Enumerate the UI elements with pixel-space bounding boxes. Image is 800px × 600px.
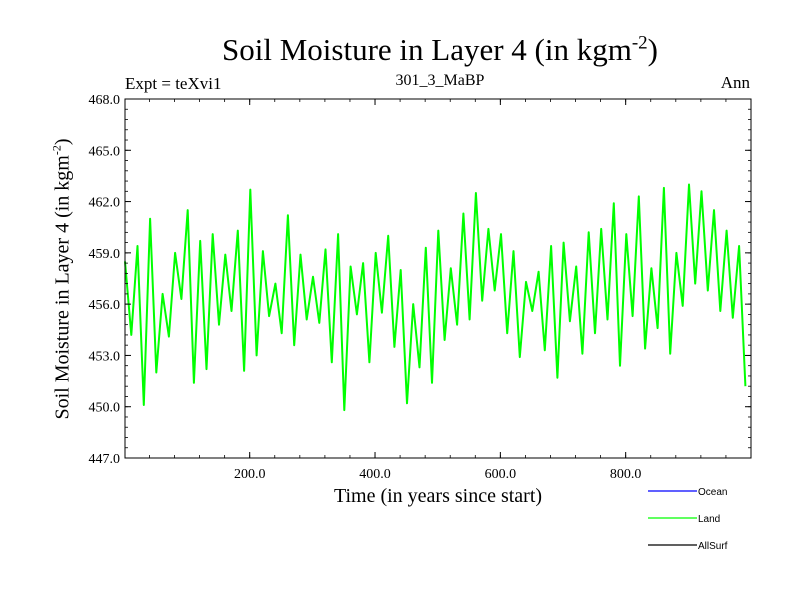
x-tick-label: 600.0 [485, 467, 517, 482]
x-tick-label: 200.0 [234, 467, 266, 482]
y-tick-label: 450.0 [89, 401, 121, 416]
plot-frame [124, 98, 752, 459]
run-label: 301_3_MaBP [395, 72, 485, 89]
chart-title: Soil Moisture in Layer 4 (in kgm-2) [222, 32, 658, 67]
y-tick-label: 447.0 [89, 452, 121, 467]
y-tick-label: 456.0 [89, 298, 121, 313]
y-tick-label: 465.0 [89, 144, 121, 159]
x-axis-label: Time (in years since start) [333, 485, 543, 507]
y-tick-label: 462.0 [89, 196, 121, 211]
land-series-line [124, 183, 747, 412]
y-tick-label: 468.0 [89, 93, 121, 108]
x-tick-label: 400.0 [359, 467, 391, 482]
legend-label-allsurf: AllSurf [698, 541, 728, 552]
y-tick-label: 459.0 [89, 247, 121, 262]
season-label: Ann [720, 73, 750, 92]
x-tick-label: 800.0 [610, 467, 642, 482]
experiment-label: Expt = teXvi1 [125, 74, 222, 93]
legend-label-ocean: Ocean [698, 487, 727, 498]
y-tick-label: 453.0 [89, 349, 121, 364]
legend-label-land: Land [698, 514, 720, 525]
